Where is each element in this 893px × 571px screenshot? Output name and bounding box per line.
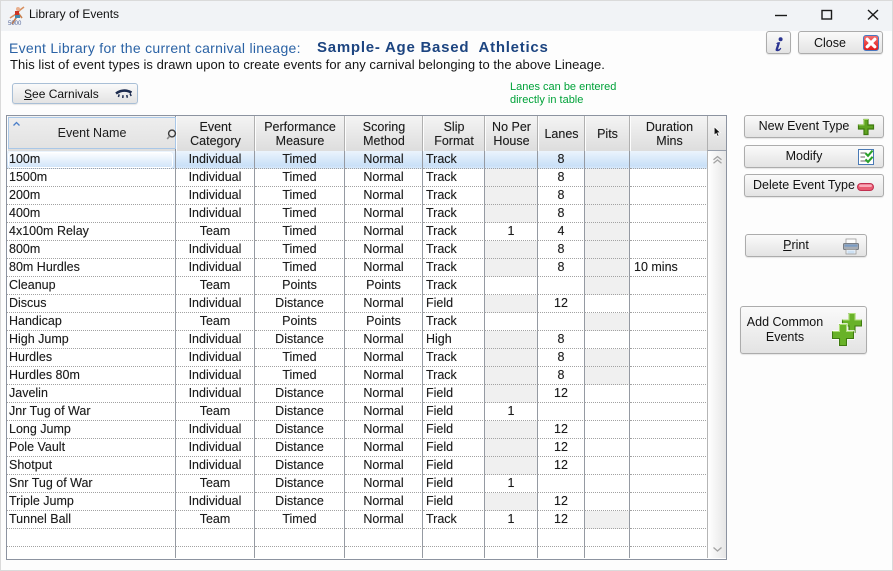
svg-text:5000: 5000 — [8, 21, 22, 27]
